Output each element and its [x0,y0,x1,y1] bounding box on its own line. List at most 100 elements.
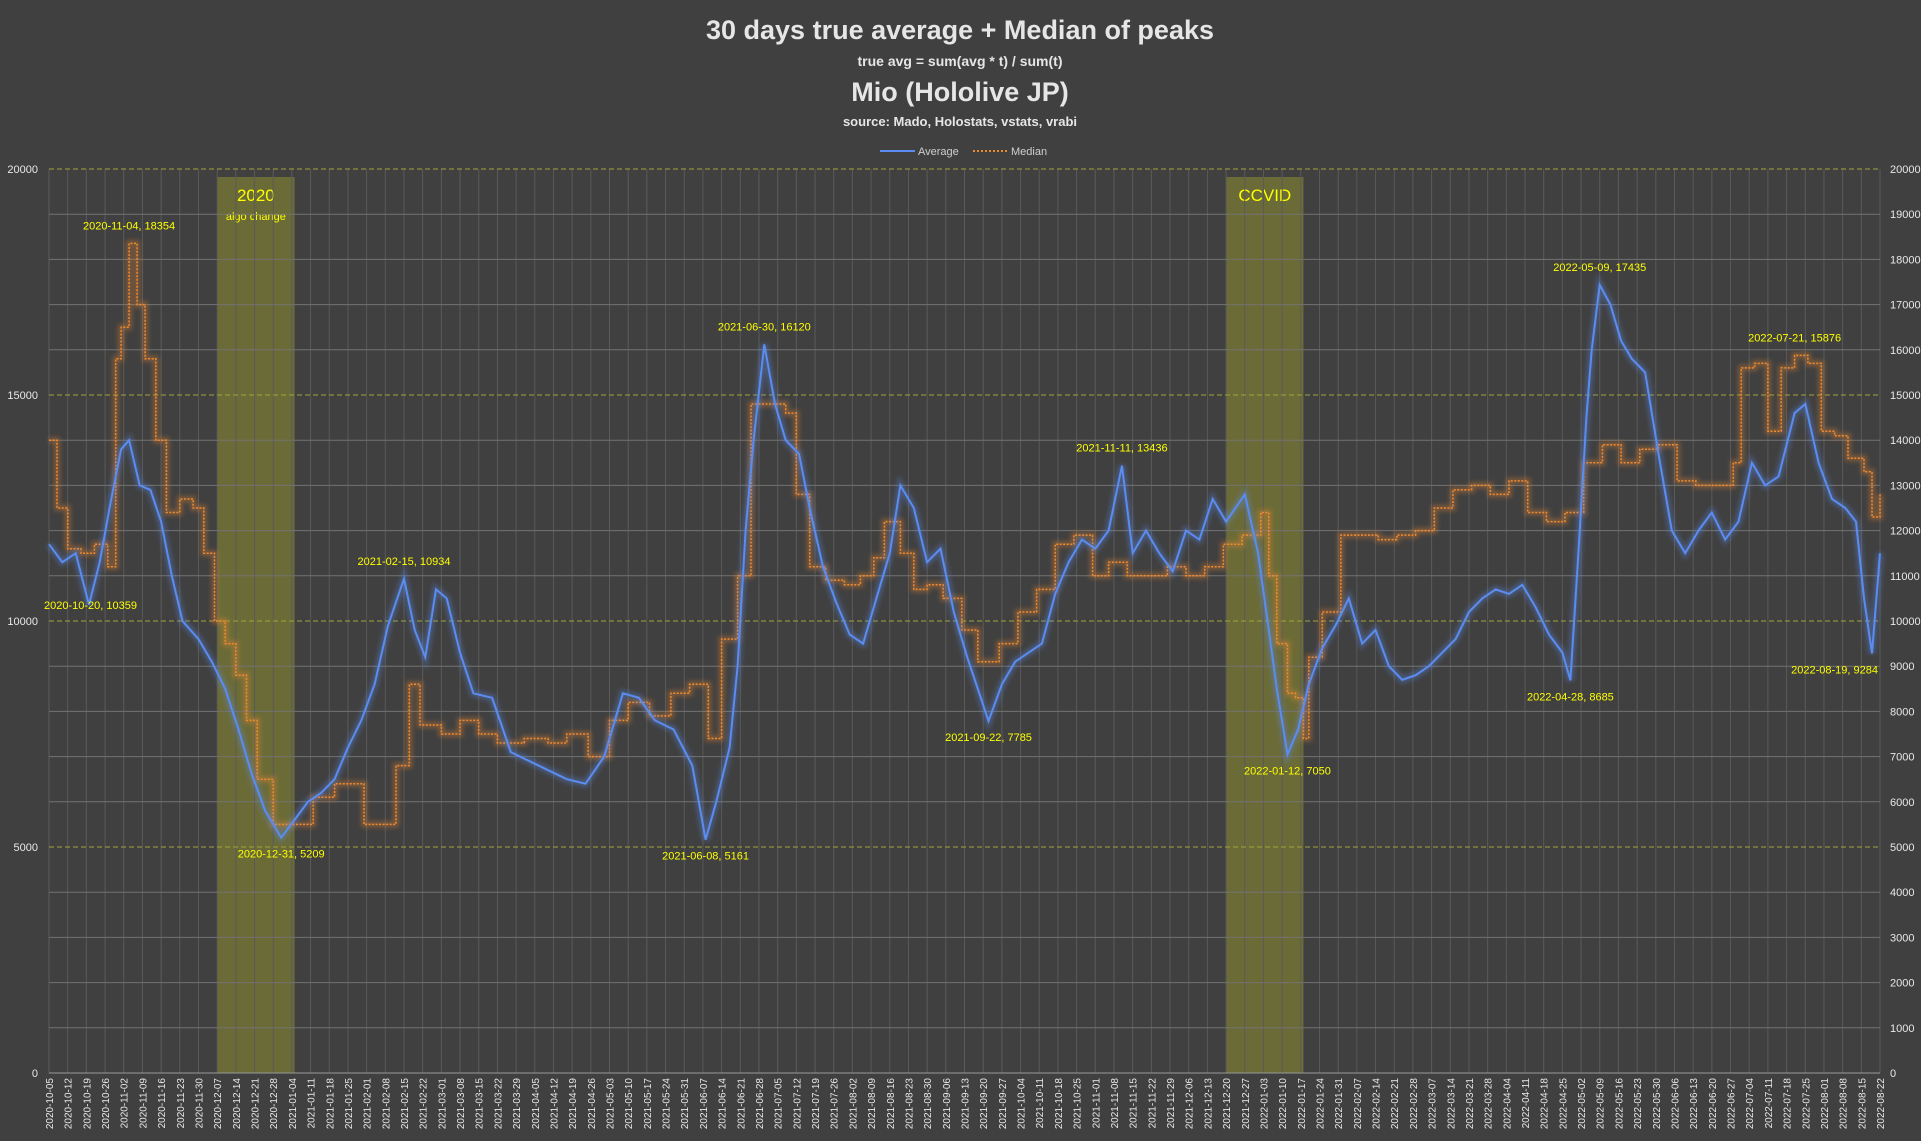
peak-annotations: 2020-11-04, 18354 2020-10-20, 10359 2020-1… [44,220,1878,862]
band-subtitle: algo change [226,211,286,223]
x-tick-label: 2021-05-17 [643,1078,654,1130]
y-right-tick-label: 16000 [1890,345,1921,357]
x-tick-label: 2022-01-24 [1315,1078,1326,1130]
y-right-tick-label: 14000 [1890,435,1921,447]
x-tick-label: 2022-07-25 [1801,1078,1812,1130]
x-tick-label: 2021-05-24 [662,1078,673,1130]
x-tick-label: 2021-08-09 [867,1078,878,1130]
x-tick-label: 2022-02-07 [1353,1078,1364,1130]
x-tick-label: 2022-04-04 [1502,1078,1513,1130]
x-tick-label: 2020-10-05 [45,1078,56,1130]
x-tick-label: 2020-10-12 [64,1078,75,1130]
x-tick-label: 2022-01-10 [1278,1078,1289,1130]
x-tick-label: 2020-12-21 [251,1078,262,1130]
y-right-tick-label: 9000 [1890,661,1914,673]
y-right-tick-label: 15000 [1890,390,1921,402]
y-right-tick-label: 0 [1890,1068,1896,1080]
x-tick-label: 2021-08-23 [904,1078,915,1130]
x-tick-label: 2021-11-22 [1147,1078,1158,1129]
x-tick-label: 2021-08-02 [848,1078,859,1130]
y-right-tick-label: 11000 [1890,571,1920,583]
y-right-tick-label: 12000 [1890,526,1921,538]
x-tick-label: 2022-06-27 [1727,1078,1738,1130]
x-tick-label: 2022-06-20 [1708,1078,1719,1130]
x-tick-label: 2020-11-23 [176,1078,187,1129]
average-line [48,281,1881,840]
y-left-tick-label: 5000 [14,842,38,854]
x-tick-label: 2022-07-04 [1745,1078,1756,1130]
x-tick-label: 2021-11-15 [1129,1078,1140,1129]
x-tick-label: 2020-11-30 [194,1078,205,1129]
band-title: CCVID [1238,186,1291,205]
y-right-tick-label: 2000 [1890,978,1914,990]
x-tick-label: 2022-08-15 [1857,1078,1868,1130]
series-lines [46,240,1884,844]
x-tick-label: 2021-06-28 [755,1078,766,1130]
annotation-label: 2022-08-19, 9284 [1791,664,1878,676]
x-tick-label: 2022-06-13 [1689,1078,1700,1130]
x-tick-label: 2020-12-07 [213,1078,224,1130]
x-tick-label: 2021-07-19 [811,1078,822,1130]
x-tick-label: 2022-05-23 [1633,1078,1644,1130]
y-right-tick-label: 13000 [1890,480,1921,492]
x-tick-label: 2021-11-08 [1110,1078,1121,1129]
y-right-tick-label: 18000 [1890,254,1921,266]
x-tick-label: 2020-12-28 [269,1078,280,1130]
annotation-label: 2021-11-11, 13436 [1076,443,1167,455]
x-tick-label: 2021-07-05 [774,1078,785,1130]
x-tick-label: 2022-08-22 [1876,1078,1887,1130]
x-tick-label: 2021-12-13 [1203,1078,1214,1130]
y-right-tick-label: 4000 [1890,887,1914,899]
y-left-tick-label: 10000 [7,616,38,628]
x-tick-label: 2022-02-21 [1390,1078,1401,1130]
x-tick-label: 2021-07-26 [830,1078,841,1130]
chart-source: source: Mado, Holostats, vstats, vrabi [843,114,1077,129]
x-tick-label: 2021-10-11 [1035,1078,1046,1129]
x-tick-label: 2020-12-14 [232,1078,243,1130]
chart-title-2: Mio (Hololive JP) [851,77,1069,107]
x-tick-label: 2021-04-19 [568,1078,579,1130]
y-right-tick-label: 5000 [1890,842,1914,854]
x-tick-label: 2021-06-14 [718,1078,729,1130]
x-tick-label: 2022-02-28 [1409,1078,1420,1130]
x-tick-label: 2021-08-16 [886,1078,897,1130]
y-right-tick-label: 7000 [1890,752,1914,764]
x-tick-label: 2021-10-04 [1017,1078,1028,1130]
y-left-tick-label: 15000 [7,390,38,402]
y-right-tick-label: 8000 [1890,706,1914,718]
y-axis-left: 0 5000 10000 15000 20000 [7,164,38,1080]
annotation-label: 2022-01-12, 7050 [1244,765,1331,777]
x-tick-label: 2021-02-01 [363,1078,374,1130]
x-tick-label: 2021-03-29 [512,1078,523,1130]
x-tick-label: 2021-05-31 [680,1078,691,1130]
x-tick-label: 2022-03-14 [1446,1078,1457,1130]
x-tick-label: 2022-03-07 [1428,1078,1439,1130]
x-tick-label: 2021-10-18 [1054,1078,1065,1130]
annotation-label: 2022-07-21, 15876 [1748,332,1841,344]
annotation-label: 2021-06-30, 16120 [718,321,811,333]
x-tick-label: 2022-04-11 [1521,1078,1532,1129]
x-tick-label: 2021-09-27 [998,1078,1009,1130]
x-tick-label: 2020-11-09 [138,1078,149,1129]
x-tick-label: 2022-05-09 [1596,1078,1607,1130]
x-tick-label: 2022-08-08 [1839,1078,1850,1130]
x-tick-label: 2021-09-13 [961,1078,972,1130]
x-tick-label: 2021-04-12 [549,1078,560,1130]
x-tick-label: 2022-07-18 [1783,1078,1794,1130]
y-left-tick-label: 20000 [7,164,38,176]
legend-median-label: Median [1011,146,1047,158]
y-right-tick-label: 10000 [1890,616,1921,628]
x-tick-label: 2022-03-28 [1484,1078,1495,1130]
x-tick-label: 2021-06-21 [736,1078,747,1130]
annotation-label: 2021-06-08, 5161 [662,851,749,863]
x-tick-label: 2021-02-08 [381,1078,392,1130]
x-tick-label: 2021-06-07 [699,1078,710,1130]
x-tick-label: 2021-09-06 [942,1078,953,1130]
chart-subtitle: true avg = sum(avg * t) / sum(t) [858,53,1063,69]
x-tick-label: 2021-05-10 [624,1078,635,1130]
x-axis: 2020-10-05 2020-10-12 2020-10-19 2020-10-26… [45,1072,1887,1130]
x-tick-label: 2021-08-30 [923,1078,934,1130]
x-tick-label: 2021-11-01 [1091,1078,1102,1129]
x-tick-label: 2020-11-02 [120,1078,131,1129]
x-tick-label: 2022-04-18 [1540,1078,1551,1130]
